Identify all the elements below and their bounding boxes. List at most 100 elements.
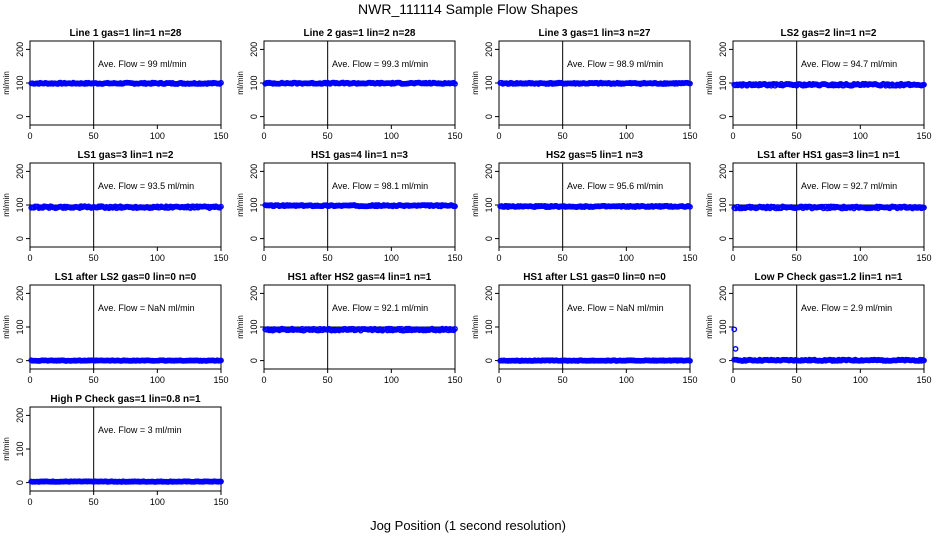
- y-axis-label: ml/min: [705, 315, 714, 339]
- panel-3: Line 3 gas=1 lin=3 n=27 0 50 100 150 0 100 200 m…: [471, 28, 698, 141]
- panel-title: HS1 after HS2 gas=4 lin=1 n=1: [288, 272, 432, 283]
- y-tick-label: 200: [15, 164, 25, 179]
- x-tick-label: 0: [496, 375, 501, 385]
- y-tick-label: 100: [718, 319, 728, 334]
- y-tick-label: 100: [718, 75, 728, 90]
- y-axis-label: ml/min: [2, 437, 11, 461]
- panel-title: LS1 gas=3 lin=1 n=2: [78, 150, 174, 161]
- plot-frame: [498, 284, 691, 370]
- y-tick-label: 200: [718, 286, 728, 301]
- x-tick-label: 0: [730, 375, 735, 385]
- data-point: [218, 203, 224, 210]
- data-point: [732, 345, 739, 352]
- x-tick-label: 50: [792, 131, 802, 141]
- y-tick-label: 0: [249, 236, 259, 241]
- y-tick-label: 200: [718, 164, 728, 179]
- x-tick-label: 150: [213, 131, 228, 141]
- x-tick-label: 50: [792, 253, 802, 263]
- y-axis-label: ml/min: [236, 193, 245, 217]
- y-tick-label: 200: [15, 408, 25, 423]
- y-tick-label: 200: [15, 42, 25, 57]
- y-axis-label: ml/min: [236, 71, 245, 95]
- y-axis-label: ml/min: [2, 193, 11, 217]
- data-point: [452, 80, 458, 87]
- average-flow-annotation: Ave. Flow = 99.3 ml/min: [332, 59, 428, 69]
- page-title: NWR_111114 Sample Flow Shapes: [358, 1, 578, 17]
- y-tick-label: 100: [484, 75, 494, 90]
- data-point: [921, 204, 927, 211]
- y-tick-label: 200: [484, 164, 494, 179]
- x-tick-label: 100: [619, 131, 634, 141]
- plot-frame: [29, 406, 222, 492]
- average-flow-annotation: Ave. Flow = NaN ml/min: [567, 303, 664, 313]
- x-tick-label: 150: [682, 375, 697, 385]
- data-point: [687, 80, 693, 87]
- y-tick-label: 100: [15, 197, 25, 212]
- data-point: [218, 357, 224, 364]
- average-flow-annotation: Ave. Flow = 3 ml/min: [98, 425, 182, 435]
- panel-8: LS1 after HS1 gas=3 lin=1 n=1 0 50 100 150 0 1…: [705, 150, 932, 263]
- average-flow-annotation: Ave. Flow = 93.5 ml/min: [98, 181, 194, 191]
- panel-title: HS2 gas=5 lin=1 n=3: [546, 150, 643, 161]
- x-tick-label: 150: [916, 131, 931, 141]
- y-axis-label: ml/min: [2, 315, 11, 339]
- average-flow-annotation: Ave. Flow = 92.7 ml/min: [801, 181, 897, 191]
- data-point: [687, 357, 693, 364]
- x-tick-label: 150: [447, 375, 462, 385]
- y-tick-label: 100: [249, 319, 259, 334]
- y-tick-label: 100: [15, 441, 25, 456]
- x-tick-label: 100: [384, 131, 399, 141]
- x-tick-label: 50: [558, 253, 568, 263]
- panel-5: LS1 gas=3 lin=1 n=2 0 50 100 150 0 100 200 ml/mi…: [2, 150, 229, 263]
- y-axis-label: ml/min: [705, 193, 714, 217]
- panel-title: LS2 gas=2 lin=1 n=2: [781, 28, 877, 39]
- y-tick-label: 0: [15, 358, 25, 363]
- panel-title: LS1 after HS1 gas=3 lin=1 n=1: [757, 150, 900, 161]
- x-tick-label: 50: [89, 497, 99, 507]
- panel-title: LS1 after LS2 gas=0 lin=0 n=0: [55, 272, 197, 283]
- panel-6: HS1 gas=4 lin=1 n=3 0 50 100 150 0 100 200 ml/mi…: [236, 150, 463, 263]
- y-axis-label: ml/min: [471, 315, 480, 339]
- y-tick-label: 100: [249, 75, 259, 90]
- y-tick-label: 100: [15, 319, 25, 334]
- y-axis-label: ml/min: [236, 315, 245, 339]
- x-tick-label: 0: [730, 253, 735, 263]
- x-tick-label: 150: [916, 253, 931, 263]
- x-tick-label: 100: [384, 375, 399, 385]
- x-tick-label: 50: [323, 131, 333, 141]
- x-tick-label: 100: [384, 253, 399, 263]
- panel-1: Line 1 gas=1 lin=1 n=28 0 50 100 150 0 100 200 m…: [2, 28, 229, 141]
- y-tick-label: 100: [718, 197, 728, 212]
- x-tick-label: 150: [682, 131, 697, 141]
- average-flow-annotation: Ave. Flow = 98.9 ml/min: [567, 59, 663, 69]
- y-tick-label: 0: [718, 358, 728, 363]
- average-flow-annotation: Ave. Flow = 94.7 ml/min: [801, 59, 897, 69]
- y-tick-label: 100: [249, 197, 259, 212]
- panel-title: Line 2 gas=1 lin=2 n=28: [303, 28, 415, 39]
- data-point: [731, 326, 738, 333]
- x-tick-label: 0: [261, 131, 266, 141]
- panel-title: High P Check gas=1 lin=0.8 n=1: [50, 394, 201, 405]
- x-tick-label: 0: [27, 253, 32, 263]
- plot-frame: [732, 284, 925, 370]
- x-tick-label: 50: [558, 375, 568, 385]
- data-point: [921, 81, 927, 88]
- x-tick-label: 100: [150, 375, 165, 385]
- y-tick-label: 100: [484, 319, 494, 334]
- panel-13: High P Check gas=1 lin=0.8 n=1 0 50 100 150 0…: [2, 394, 229, 507]
- data-point: [452, 203, 458, 210]
- data-point: [218, 79, 224, 86]
- panel-10: HS1 after HS2 gas=4 lin=1 n=1 0 50 100 150 0 1…: [236, 272, 463, 385]
- panel-4: LS2 gas=2 lin=1 n=2 0 50 100 150 0 100 200 ml/mi…: [705, 28, 932, 141]
- x-tick-label: 50: [89, 375, 99, 385]
- data-point: [452, 325, 458, 332]
- x-tick-label: 150: [447, 131, 462, 141]
- x-tick-label: 50: [792, 375, 802, 385]
- x-tick-label: 100: [853, 131, 868, 141]
- x-tick-label: 100: [150, 497, 165, 507]
- average-flow-annotation: Ave. Flow = 98.1 ml/min: [332, 181, 428, 191]
- x-tick-label: 0: [730, 131, 735, 141]
- y-tick-label: 0: [15, 480, 25, 485]
- y-tick-label: 200: [718, 42, 728, 57]
- y-tick-label: 0: [718, 236, 728, 241]
